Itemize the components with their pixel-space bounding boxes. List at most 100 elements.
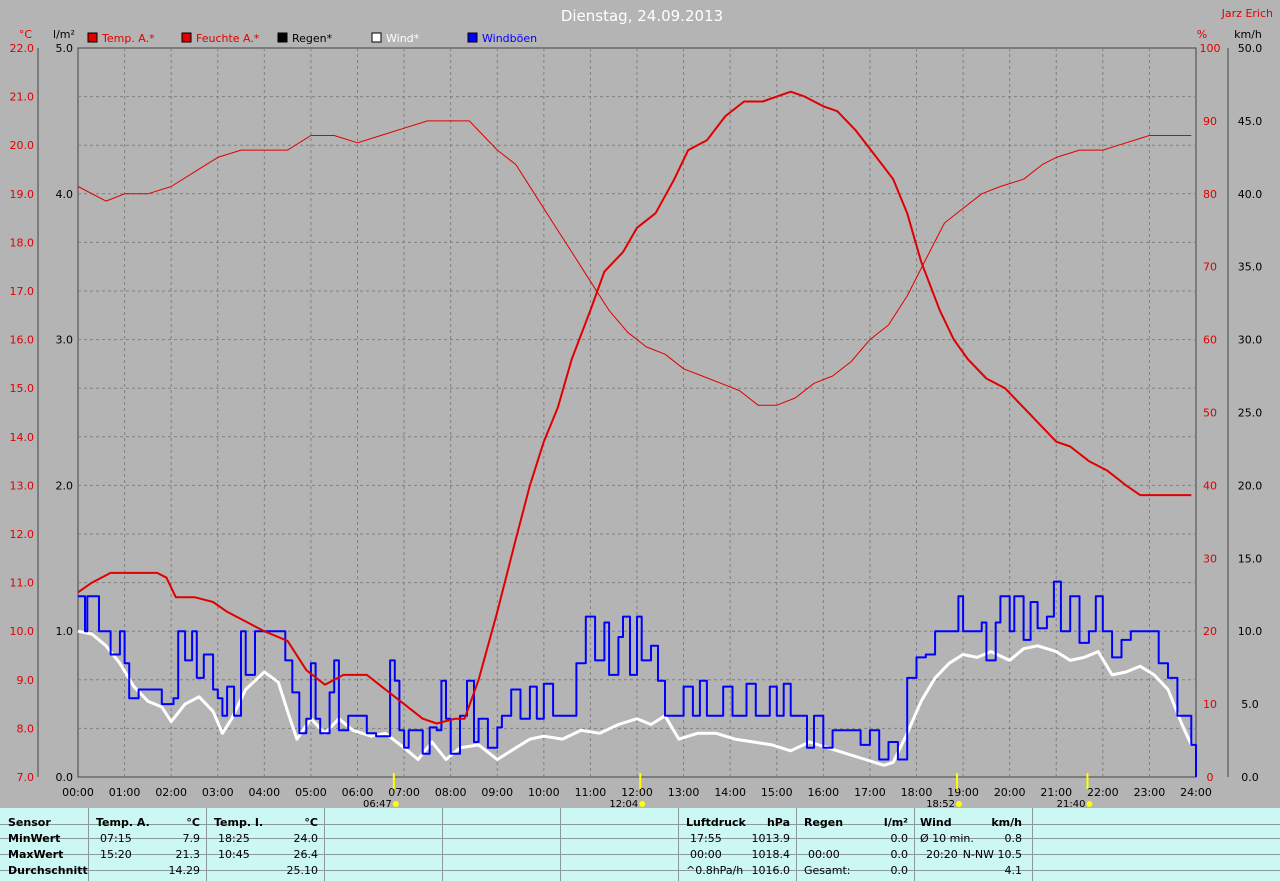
x-tick-label: 20:00 xyxy=(994,786,1026,799)
humidity-tick-label: 100 xyxy=(1200,42,1221,55)
wind-tick-label: 30.0 xyxy=(1238,334,1263,347)
temp-tick-label: 12.0 xyxy=(10,528,35,541)
temp-tick-label: 19.0 xyxy=(10,188,35,201)
durchschnitt-label: Durchschnitt xyxy=(8,864,88,877)
chart-legend: Temp. A.* Feuchte A.* Regen* Wind* Windböen xyxy=(87,32,537,45)
x-tick-label: 12:00 xyxy=(621,786,653,799)
temp-a-avg-value: 14.29 xyxy=(168,864,201,877)
x-tick-label: 21:00 xyxy=(1040,786,1072,799)
rain-tick-label: 4.0 xyxy=(56,188,74,201)
x-tick-label: 19:00 xyxy=(947,786,979,799)
x-tick-label: 17:00 xyxy=(854,786,886,799)
wind-avg10-label: Ø 10 min. xyxy=(920,832,974,845)
legend-swatch xyxy=(181,32,192,43)
rain-first-value: 0.0 xyxy=(890,832,909,845)
series-line-tempa xyxy=(77,90,1192,725)
legend-swatch xyxy=(467,32,478,43)
legend-label: Windböen xyxy=(482,32,537,45)
temp-tick-label: 7.0 xyxy=(17,771,35,784)
wind-unit: km/h xyxy=(991,816,1022,829)
x-tick-label: 01:00 xyxy=(109,786,141,799)
minwert-label: MinWert xyxy=(8,832,61,845)
temp-i-min-time: 18:25 xyxy=(218,832,250,845)
pressure-max-time: 00:00 xyxy=(690,848,722,861)
series-line-feuchtea xyxy=(77,120,1192,406)
pressure-min-time: 17:55 xyxy=(690,832,722,845)
chart-grid xyxy=(37,47,1229,778)
wind-max-value: N-NW 10.5 xyxy=(962,848,1022,861)
marker-label: 12:04 xyxy=(609,799,638,808)
x-tick-label: 16:00 xyxy=(807,786,839,799)
humidity-tick-label: 40 xyxy=(1203,479,1217,492)
x-tick-label: 18:00 xyxy=(901,786,933,799)
wind-avg-value: 4.1 xyxy=(1004,864,1023,877)
temp-i-max-time: 10:45 xyxy=(218,848,250,861)
chart-title: Dienstag, 24.09.2013 xyxy=(561,7,723,25)
wind-tick-label: 45.0 xyxy=(1238,115,1263,128)
rain-tick-label: 5.0 xyxy=(56,42,74,55)
temp-i-unit: °C xyxy=(304,816,318,829)
series-line-windben xyxy=(78,580,1197,777)
maxwert-label: MaxWert xyxy=(8,848,64,861)
temp-tick-label: 17.0 xyxy=(10,285,35,298)
marker-label: 18:52 xyxy=(926,799,955,808)
temp-a-min-value: 7.9 xyxy=(182,832,201,845)
temp-tick-label: 15.0 xyxy=(10,382,35,395)
humidity-tick-label: 70 xyxy=(1203,261,1217,274)
rain-total-value: 0.0 xyxy=(890,864,909,877)
rain-unit: l/m² xyxy=(883,816,908,829)
wind-tick-label: 0.0 xyxy=(1241,771,1259,784)
sensor-header: Sensor xyxy=(8,816,51,829)
temp-tick-label: 9.0 xyxy=(17,674,35,687)
wind-tick-label: 25.0 xyxy=(1238,407,1263,420)
legend-swatch xyxy=(277,32,288,43)
x-tick-label: 10:00 xyxy=(528,786,560,799)
rain-tick-label: 2.0 xyxy=(56,479,74,492)
marker-label: 21:40 xyxy=(1057,799,1086,808)
wind-max-time: 20:20 xyxy=(926,848,958,861)
x-tick-label: 07:00 xyxy=(388,786,420,799)
temp-tick-label: 11.0 xyxy=(10,577,35,590)
wind-tick-label: 35.0 xyxy=(1238,261,1263,274)
rain-max-time: 00:00 xyxy=(808,848,840,861)
humidity-unit-label: % xyxy=(1197,28,1207,41)
temp-tick-label: 10.0 xyxy=(10,625,35,638)
pressure-unit: hPa xyxy=(766,816,790,829)
rain-tick-label: 3.0 xyxy=(56,334,74,347)
rain-tick-label: 1.0 xyxy=(56,625,74,638)
wind-tick-label: 40.0 xyxy=(1238,188,1263,201)
pressure-avg-value: 1016.0 xyxy=(751,864,791,877)
temp-i-avg-value: 25.10 xyxy=(286,864,319,877)
humidity-tick-label: 10 xyxy=(1203,698,1217,711)
sun-markers: 06:47 12:04 18:52 21:40 xyxy=(363,773,1093,808)
x-tick-label: 06:00 xyxy=(342,786,374,799)
temp-unit-label: °C xyxy=(19,28,33,41)
legend-label: Temp. A.* xyxy=(101,32,155,45)
x-tick-label: 09:00 xyxy=(481,786,513,799)
wind-tick-label: 50.0 xyxy=(1238,42,1263,55)
temp-tick-label: 22.0 xyxy=(10,42,35,55)
weather-chart: Dienstag, 24.09.2013 Jarz Erich °C l/m² … xyxy=(9,7,1274,808)
x-tick-label: 23:00 xyxy=(1134,786,1166,799)
x-tick-label: 04:00 xyxy=(248,786,280,799)
sun-icon xyxy=(1086,801,1093,807)
wind-unit-label: km/h xyxy=(1234,28,1262,41)
pressure-header: Luftdruck xyxy=(686,816,746,829)
rain-header: Regen xyxy=(804,816,844,829)
legend-swatch xyxy=(371,32,382,43)
x-tick-label: 00:00 xyxy=(62,786,94,799)
x-tick-label: 03:00 xyxy=(202,786,234,799)
temp-i-min-value: 24.0 xyxy=(293,832,319,845)
axis-ticks: 22.0 21.0 20.0 19.0 18.0 17.0 16.0 15.0 14.0 13.0… xyxy=(10,42,1263,799)
x-tick-label: 14:00 xyxy=(714,786,746,799)
sun-icon xyxy=(956,801,963,807)
rain-tick-label: 0.0 xyxy=(56,771,74,784)
x-tick-label: 13:00 xyxy=(668,786,700,799)
humidity-tick-label: 30 xyxy=(1203,552,1217,565)
temp-tick-label: 13.0 xyxy=(10,479,35,492)
legend-label: Wind* xyxy=(386,32,420,45)
pressure-max-value: 1018.4 xyxy=(751,848,791,861)
temp-tick-label: 14.0 xyxy=(10,431,35,444)
wind-tick-label: 5.0 xyxy=(1241,698,1259,711)
temp-i-header: Temp. I. xyxy=(214,816,264,829)
